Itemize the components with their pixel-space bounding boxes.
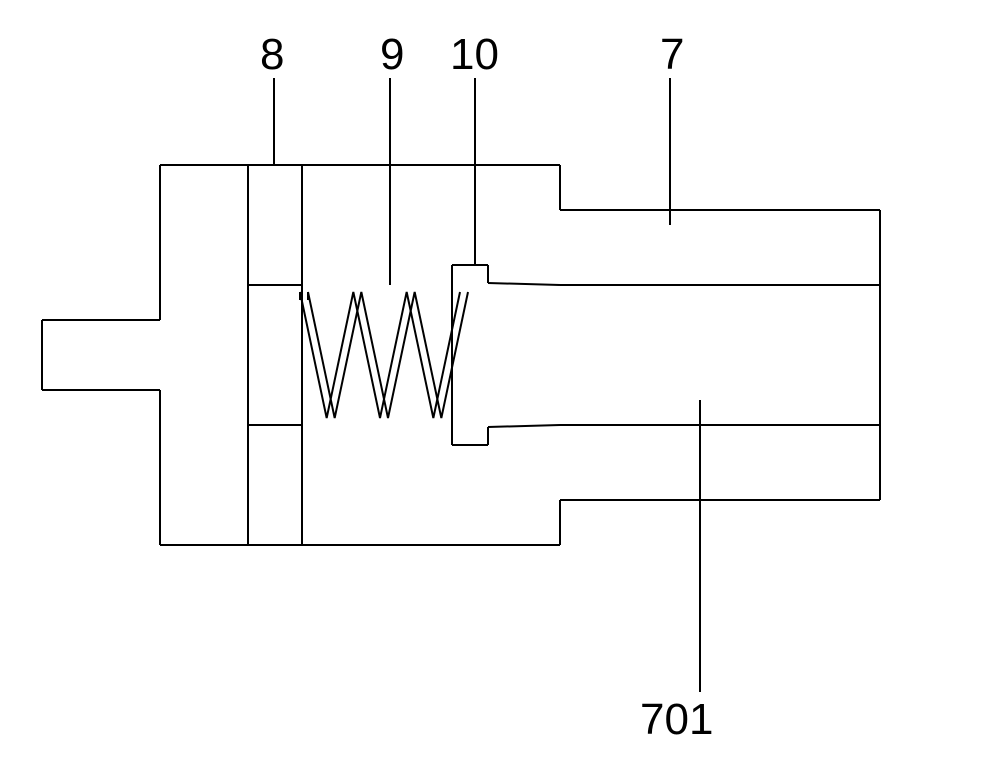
- mechanical-diagram: [0, 0, 1000, 765]
- label-701: 701: [640, 695, 713, 745]
- label-10: 10: [450, 30, 499, 80]
- label-9: 9: [380, 30, 404, 80]
- label-7: 7: [660, 30, 684, 80]
- label-8: 8: [260, 30, 284, 80]
